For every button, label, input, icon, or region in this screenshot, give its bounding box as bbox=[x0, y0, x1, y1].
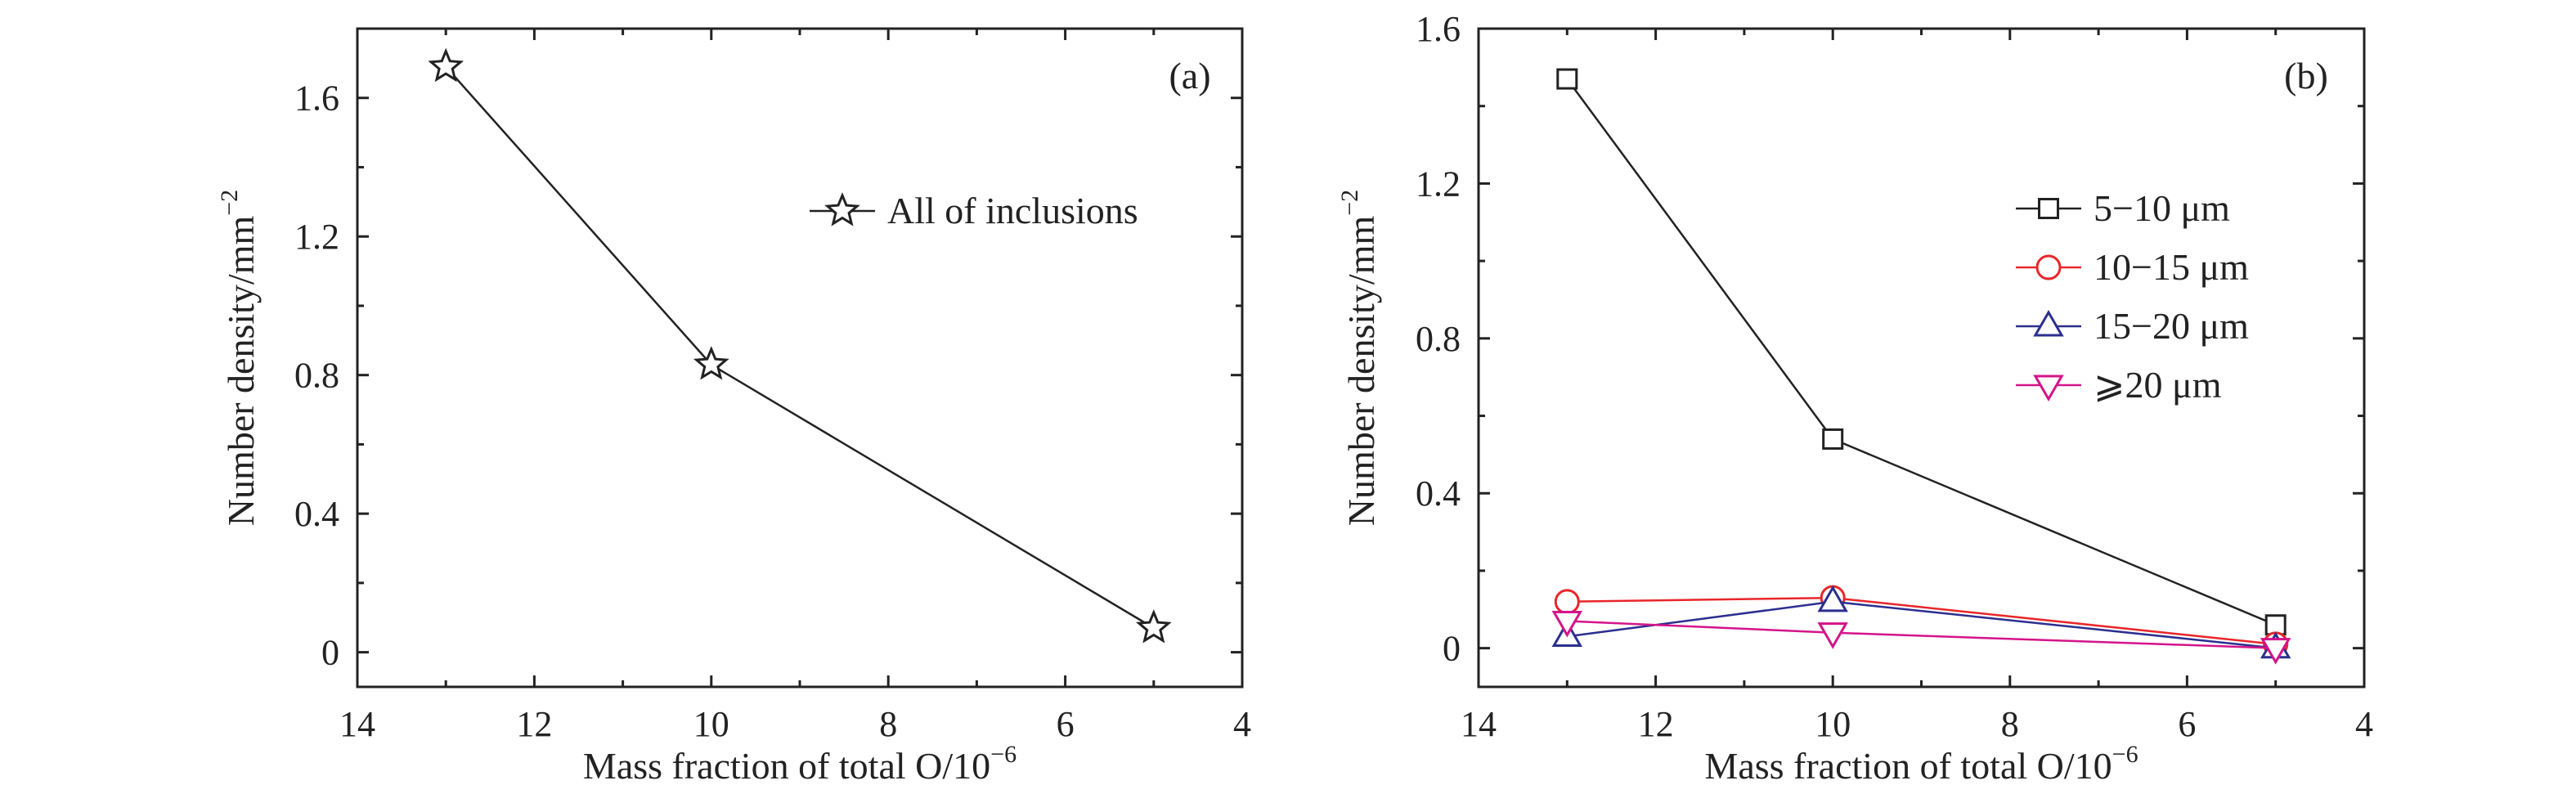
legend-entry: ⩾20 μm bbox=[2016, 364, 2222, 406]
data-point bbox=[2260, 638, 2291, 665]
x-tick-label: 14 bbox=[339, 704, 375, 744]
y-tick-label: 1.2 bbox=[1416, 164, 1461, 204]
x-tick-label: 12 bbox=[1638, 704, 1674, 744]
series-2 bbox=[1551, 585, 2291, 659]
panel-label: (a) bbox=[1169, 55, 1210, 96]
series-0 bbox=[428, 47, 1172, 644]
x-tick-label: 4 bbox=[1233, 704, 1251, 744]
legend-entry: 10−15 μm bbox=[2016, 246, 2249, 288]
x-axis-title-exponent: −6 bbox=[990, 741, 1016, 768]
data-point bbox=[1551, 610, 1583, 638]
y-tick-label: 0 bbox=[1443, 629, 1461, 669]
legend-marker bbox=[2038, 198, 2059, 219]
y-axis-title-text: Number density/mm bbox=[220, 216, 262, 527]
legend-label: ⩾20 μm bbox=[2094, 364, 2222, 406]
data-point bbox=[1135, 609, 1172, 644]
data-point bbox=[1556, 68, 1578, 90]
data-point bbox=[428, 47, 464, 83]
legend-label: 15−20 μm bbox=[2094, 305, 2249, 347]
y-tick-label: 1.6 bbox=[1416, 9, 1461, 49]
legend-label: 10−15 μm bbox=[2094, 246, 2249, 288]
chart-panel-a: 14 12 10 8 6 4 0 0.4 0.8 1.2 1.6 Mass fraction of t… bbox=[216, 27, 1251, 787]
legend-label: 5−10 μm bbox=[2094, 187, 2230, 229]
x-tick-label: 8 bbox=[2001, 704, 2019, 744]
legend-marker bbox=[2033, 309, 2064, 337]
plot-frame bbox=[356, 27, 1244, 689]
data-point bbox=[2264, 614, 2287, 636]
x-axis-title-text: Mass fraction of total O/10 bbox=[583, 745, 990, 787]
series-3 bbox=[1551, 610, 2291, 665]
legend-entry: 15−20 μm bbox=[2016, 305, 2249, 347]
legend-marker bbox=[2035, 254, 2062, 280]
x-tick-label: 6 bbox=[2178, 704, 2196, 744]
y-tick-label: 0.4 bbox=[1416, 473, 1461, 514]
data-point bbox=[1822, 428, 1844, 450]
legend-marker bbox=[824, 192, 860, 227]
x-axis-title: Mass fraction of total O/10−6 bbox=[583, 741, 1016, 787]
y-axis-title-exponent: −2 bbox=[216, 190, 243, 216]
chart-panel-b: 14 12 10 8 6 4 0 0.4 0.8 1.2 1.6 Mass fraction of t… bbox=[1336, 9, 2373, 787]
x-tick-label: 10 bbox=[693, 704, 729, 744]
x-tick-label: 14 bbox=[1461, 704, 1497, 744]
legend-label: All of inclusions bbox=[887, 190, 1138, 231]
series-0 bbox=[1556, 68, 2287, 636]
legend-entry: All of inclusions bbox=[810, 190, 1138, 231]
series-line bbox=[445, 65, 1155, 630]
y-tick-label: 0 bbox=[321, 633, 339, 673]
series-line bbox=[1566, 78, 2277, 626]
x-axis-title: Mass fraction of total O/10−6 bbox=[1704, 741, 2138, 787]
y-axis-title: Number density/mm−2 bbox=[216, 190, 262, 526]
panel-label: (b) bbox=[2284, 55, 2328, 96]
x-tick-label: 8 bbox=[879, 704, 897, 744]
x-tick-label: 12 bbox=[516, 704, 552, 744]
x-axis-title-exponent: −6 bbox=[2112, 741, 2138, 768]
y-axis-title-text: Number density/mm bbox=[1340, 216, 1382, 527]
x-tick-label: 6 bbox=[1057, 704, 1075, 744]
y-tick-label: 0.4 bbox=[294, 494, 339, 534]
x-tick-label: 10 bbox=[1815, 704, 1851, 744]
legend-entry: 5−10 μm bbox=[2016, 187, 2230, 229]
y-tick-label: 0.8 bbox=[294, 356, 339, 396]
plot-frame bbox=[1477, 27, 2366, 689]
y-tick-label: 0.8 bbox=[1416, 319, 1461, 359]
y-tick-label: 1.2 bbox=[294, 217, 339, 257]
y-axis-title-exponent: −2 bbox=[1336, 190, 1363, 216]
data-point bbox=[1817, 622, 1848, 649]
legend-marker bbox=[2033, 375, 2064, 402]
series-line bbox=[1567, 620, 2276, 649]
x-tick-label: 4 bbox=[2355, 704, 2373, 744]
data-point bbox=[1554, 589, 1580, 615]
y-tick-label: 1.6 bbox=[294, 79, 339, 119]
x-axis-title-text: Mass fraction of total O/10 bbox=[1704, 745, 2112, 787]
y-axis-title: Number density/mm−2 bbox=[1336, 190, 1382, 526]
data-point bbox=[1817, 585, 1848, 612]
data-point bbox=[693, 346, 729, 380]
